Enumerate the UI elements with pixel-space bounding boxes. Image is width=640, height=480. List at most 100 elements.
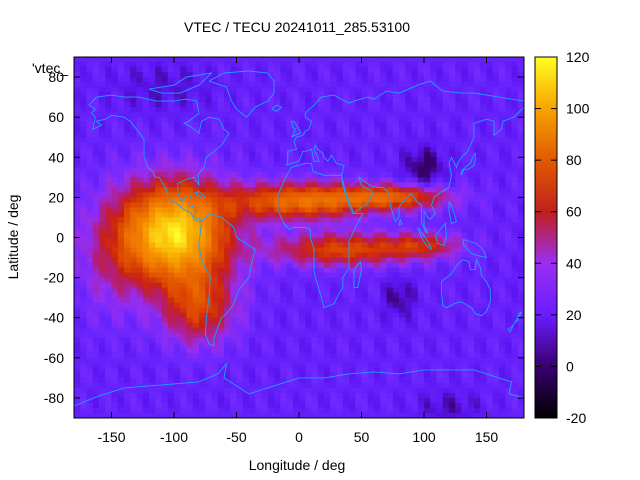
heat-cell (136, 352, 144, 359)
heat-cell (499, 337, 506, 344)
heat-cell (474, 122, 481, 128)
heat-cell (286, 132, 294, 138)
heat-cell (186, 257, 194, 264)
heat-cell (342, 107, 350, 113)
heat-cell (180, 212, 188, 219)
heat-cell (392, 312, 400, 319)
heat-cell (442, 352, 450, 359)
heat-cell (405, 227, 413, 234)
heat-cell (136, 127, 144, 133)
heat-cell (155, 117, 163, 123)
heat-cell (111, 327, 119, 334)
heat-cell (367, 87, 375, 93)
heat-cell (374, 187, 381, 193)
heat-cell (161, 382, 169, 389)
heat-cell (286, 182, 294, 188)
heat-cell (467, 122, 475, 128)
heat-cell (486, 322, 494, 329)
heat-cell (130, 302, 138, 309)
heat-cell (236, 167, 244, 173)
heat-cell (449, 217, 456, 224)
heat-cell (286, 307, 294, 314)
heat-cell (424, 282, 431, 289)
heat-cell (442, 92, 450, 98)
heat-cell (86, 312, 94, 319)
heat-cell (292, 387, 300, 394)
heat-cell (199, 307, 206, 314)
heat-cell (486, 222, 494, 229)
heat-cell (242, 72, 250, 78)
heat-cell (399, 322, 406, 329)
heat-cell (136, 197, 144, 203)
heat-cell (155, 372, 163, 379)
heat-cell (499, 222, 506, 229)
heat-cell (349, 362, 356, 369)
heat-cell (186, 267, 194, 274)
heat-cell (299, 97, 306, 103)
heat-cell (305, 137, 313, 143)
heat-cell (130, 127, 138, 133)
heat-cell (349, 352, 356, 359)
heat-cell (242, 322, 250, 329)
heat-cell (505, 202, 513, 209)
heat-cell (342, 67, 350, 73)
heat-cell (455, 157, 463, 163)
heat-cell (342, 257, 350, 264)
heat-cell (136, 132, 144, 138)
heat-cell (480, 317, 488, 324)
heat-cell (124, 272, 131, 279)
heat-cell (299, 142, 306, 148)
heat-cell (117, 252, 125, 259)
heat-cell (392, 262, 400, 269)
heat-cell (174, 92, 181, 98)
heat-cell (367, 112, 375, 118)
heat-cell (130, 102, 138, 108)
heat-cell (317, 142, 325, 148)
heat-cell (430, 67, 438, 73)
heat-cell (261, 112, 269, 118)
heat-cell (436, 377, 444, 384)
heat-cell (361, 392, 369, 399)
heat-cell (517, 277, 524, 284)
heat-cell (442, 277, 450, 284)
heat-cell (517, 327, 524, 334)
heat-cell (124, 397, 131, 404)
heat-cell (117, 292, 125, 299)
heat-cell (455, 147, 463, 153)
heat-cell (374, 322, 381, 329)
heat-cell (455, 117, 463, 123)
heat-cell (186, 317, 194, 324)
heat-cell (405, 142, 413, 148)
heat-cell (330, 197, 338, 203)
heat-cell (442, 337, 450, 344)
heat-cell (155, 222, 163, 229)
heat-cell (424, 57, 431, 63)
heat-cell (399, 387, 406, 394)
heat-cell (330, 307, 338, 314)
heat-cell (367, 127, 375, 133)
heat-cell (317, 162, 325, 168)
heat-cell (355, 187, 363, 193)
heat-cell (199, 117, 206, 123)
heat-cell (217, 317, 225, 324)
heat-cell (324, 77, 331, 83)
heat-cell (374, 217, 381, 224)
heat-cell (411, 342, 419, 349)
heat-cell (424, 127, 431, 133)
heat-cell (242, 147, 250, 153)
heat-cell (111, 207, 119, 214)
heat-cell (336, 317, 344, 324)
heat-cell (467, 192, 475, 198)
heat-cell (180, 112, 188, 118)
heat-cell (361, 127, 369, 133)
heat-cell (217, 92, 225, 98)
heat-cell (330, 67, 338, 73)
heat-cell (161, 317, 169, 324)
heat-cell (511, 352, 519, 359)
heat-cell (117, 217, 125, 224)
heat-cell (205, 82, 213, 88)
heat-cell (486, 152, 494, 158)
heat-cell (474, 357, 481, 364)
heat-cell (380, 277, 388, 284)
heat-cell (174, 177, 181, 183)
